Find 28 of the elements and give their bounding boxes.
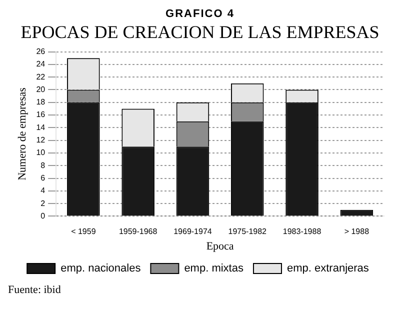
legend-label: emp. nacionales <box>60 262 142 275</box>
y-tick-label: 12 <box>36 136 46 145</box>
y-axis-title: Numero de empresas <box>16 88 28 180</box>
x-tick-label: 1959-1968 <box>118 227 158 236</box>
y-tick-label: 26 <box>36 47 46 56</box>
y-tick-label: 6 <box>40 173 46 182</box>
x-tick-label: 1983-1988 <box>282 227 322 236</box>
chart-subtitle: GRAFICO 4 <box>164 8 236 20</box>
legend-label: emp. mixtas <box>184 262 244 275</box>
chart-title: EPOCAS DE CREACION DE LAS EMPRESAS <box>20 21 380 44</box>
y-tick-label: 4 <box>40 186 46 196</box>
y-tick-label: 16 <box>36 110 46 120</box>
y-tick-label: 2 <box>40 198 46 208</box>
y-tick-label: 8 <box>40 160 46 170</box>
source-note: Fuente: ibid <box>8 284 62 296</box>
y-tick-label: 24 <box>36 60 46 69</box>
x-tick-label: < 1959 <box>71 227 96 236</box>
y-tick-label: 0 <box>40 211 46 220</box>
x-axis-title: Epoca <box>206 240 234 252</box>
x-tick-label: > 1988 <box>344 227 370 236</box>
x-tick-label: 1969-1974 <box>174 227 212 236</box>
legend-label: emp. extranjeras <box>286 262 370 275</box>
y-tick-label: 18 <box>36 98 46 107</box>
y-tick-label: 22 <box>36 72 46 82</box>
y-tick-label: 14 <box>36 122 46 132</box>
x-tick-label: 1975-1982 <box>228 227 268 236</box>
y-tick-label: 20 <box>36 84 46 94</box>
y-tick-label: 10 <box>36 148 46 158</box>
